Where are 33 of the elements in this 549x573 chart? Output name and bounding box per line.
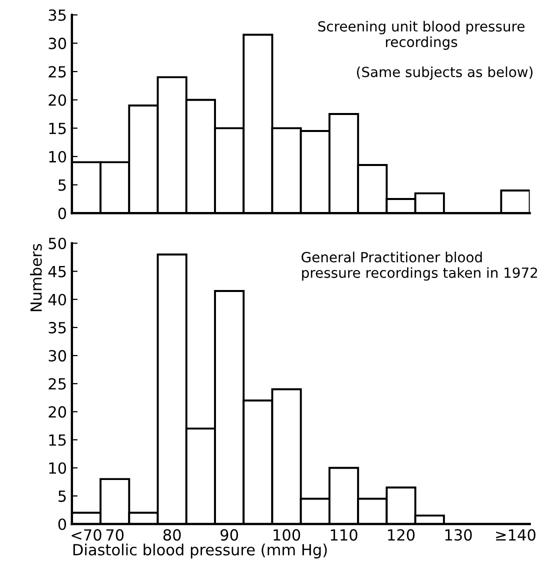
y-tick-label: 45 — [48, 266, 66, 278]
y-tick-label: 5 — [58, 180, 66, 191]
x-tick-label: 110 — [330, 529, 358, 541]
annotation: General Practitioner blood pressure recordings taken in 1972 — [302, 252, 538, 281]
y-tick-label: 10 — [49, 462, 66, 474]
y-tick-label: 20 — [48, 406, 66, 418]
x-tick-label: 120 — [388, 529, 415, 541]
x-tick-label: ≥140 — [496, 529, 536, 541]
x-tick-label: 90 — [220, 529, 238, 541]
y-tick-label: 35 — [48, 322, 66, 334]
y-tick-label: 50 — [48, 238, 66, 250]
y-tick-label: 30 — [48, 38, 66, 50]
x-tick-label: 70 — [106, 529, 124, 541]
y-tick-label: 0 — [58, 208, 66, 220]
x-tick-label: <70 — [72, 529, 102, 541]
x-tick-label: 130 — [445, 529, 472, 541]
y-tick-label: 25 — [48, 378, 66, 390]
y-tick-label: 15 — [49, 434, 66, 446]
y-tick-label: 40 — [48, 294, 66, 306]
x-tick-label: 100 — [274, 529, 300, 541]
y-tick-label: 35 — [48, 9, 66, 21]
y-tick-label: 0 — [58, 518, 66, 530]
annotation: Screening unit blood pressure recordings — [318, 20, 524, 50]
x-axis-title: Diastolic blood pressure (mm Hg) — [73, 544, 327, 558]
x-tick-label: 80 — [163, 529, 181, 541]
y-tick-label: 25 — [48, 66, 66, 78]
y-axis-title: Numbers — [30, 244, 42, 312]
y-tick-label: 5 — [58, 490, 66, 502]
annotation: (Same subjects as below) — [356, 66, 532, 80]
y-tick-label: 20 — [48, 94, 66, 106]
y-tick-label: 30 — [48, 350, 66, 362]
y-tick-label: 10 — [49, 150, 66, 163]
y-tick-label: 15 — [49, 122, 66, 134]
